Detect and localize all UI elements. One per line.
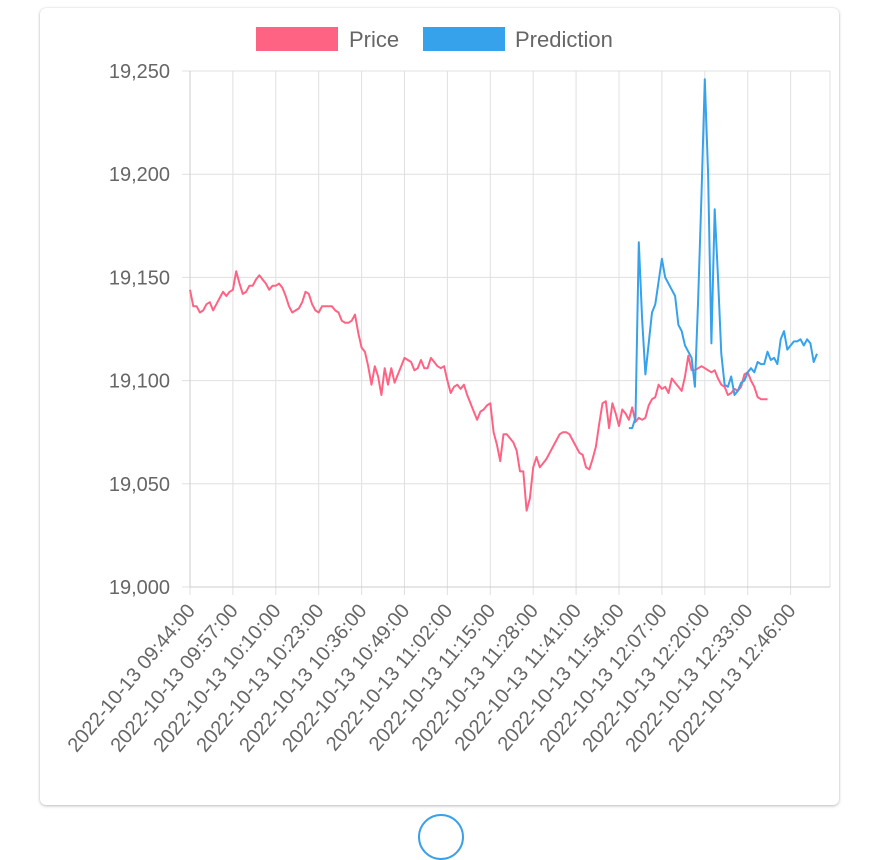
chart-legend[interactable]: Price Prediction <box>256 27 613 52</box>
legend-label: Price <box>349 27 399 52</box>
y-tick-label: 19,150 <box>109 267 170 289</box>
chart-grid <box>182 70 831 595</box>
legend-label: Prediction <box>515 27 613 52</box>
legend-item-prediction[interactable]: Prediction <box>423 27 613 52</box>
chart-series <box>189 78 818 512</box>
y-tick-label: 19,200 <box>109 164 170 186</box>
legend-swatch <box>423 27 505 51</box>
y-tick-label: 19,000 <box>109 577 170 599</box>
y-tick-label: 19,250 <box>109 61 170 83</box>
bottom-circle-button[interactable] <box>418 814 464 860</box>
series-line-price <box>189 270 768 512</box>
y-tick-label: 19,100 <box>109 371 170 393</box>
legend-item-price[interactable]: Price <box>256 27 399 52</box>
y-tick-label: 19,050 <box>109 474 170 496</box>
legend-swatch <box>256 27 338 51</box>
chart-card <box>40 8 839 805</box>
series-line-prediction <box>628 78 818 430</box>
line-chart: Price Prediction 19,000 19,050 19,100 19,150… <box>64 27 831 756</box>
y-axis: 19,000 19,050 19,100 19,150 19,200 19,250 <box>109 61 170 599</box>
